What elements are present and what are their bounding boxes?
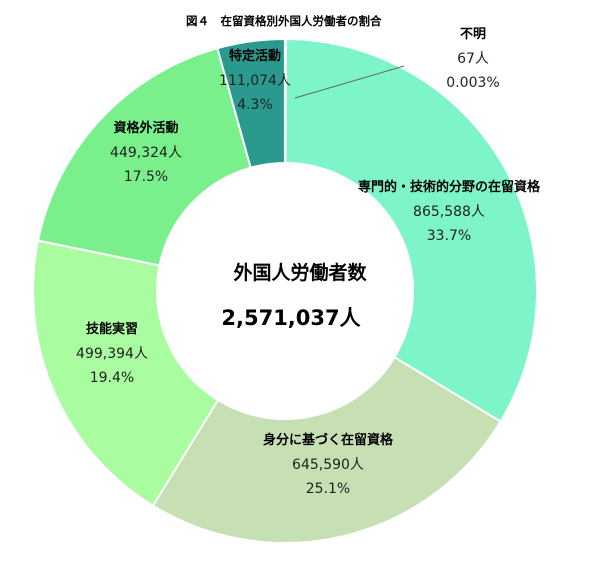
slice-count: 449,324人 (110, 145, 182, 161)
slice-percent: 4.3% (237, 97, 273, 113)
slice-unknown (283, 37, 287, 165)
slice-percent: 0.003% (446, 75, 500, 91)
slice-count: 67人 (457, 51, 489, 67)
slice-count: 865,588人 (413, 204, 485, 220)
slice-name: 身分に基づく在留資格 (262, 433, 394, 448)
slice-outside-status (36, 47, 252, 267)
slice-label-unknown: 不明 67人 0.003% (446, 23, 499, 95)
slice-name: 特定活動 (228, 49, 281, 64)
center-total: 2,571,037人 (221, 306, 361, 330)
slice-count: 111,074人 (219, 73, 291, 89)
slice-label-outside-status: 資格外活動 449,324人 17.5% (110, 117, 182, 189)
slice-professional (284, 37, 538, 423)
slice-percent: 17.5% (123, 169, 169, 185)
slice-percent: 33.7% (426, 228, 472, 244)
slice-count: 499,394人 (76, 346, 148, 362)
chart-title: 図４ 在留資格別外国人労働者の割合 (186, 14, 382, 28)
slice-name: 技能実習 (85, 322, 138, 337)
slice-technical-intern (32, 239, 220, 508)
slice-name: 専門的・技術的分野の在留資格 (357, 180, 541, 195)
slice-name: 資格外活動 (113, 121, 179, 136)
slice-name: 不明 (459, 27, 487, 42)
slice-label-designated: 特定活動 111,074人 4.3% (219, 45, 291, 117)
slice-label-professional: 専門的・技術的分野の在留資格 865,588人 33.7% (358, 176, 540, 248)
slice-label-status-based: 身分に基づく在留資格 645,590人 25.1% (263, 429, 393, 501)
slice-count: 645,590人 (292, 457, 364, 473)
unknown-leader-line (294, 65, 405, 99)
slice-percent: 19.4% (89, 370, 135, 386)
slice-status-based (151, 355, 502, 544)
slice-percent: 25.1% (305, 481, 351, 497)
slice-label-technical-intern: 技能実習 499,394人 19.4% (76, 318, 148, 390)
center-title: 外国人労働者数 (233, 262, 367, 284)
